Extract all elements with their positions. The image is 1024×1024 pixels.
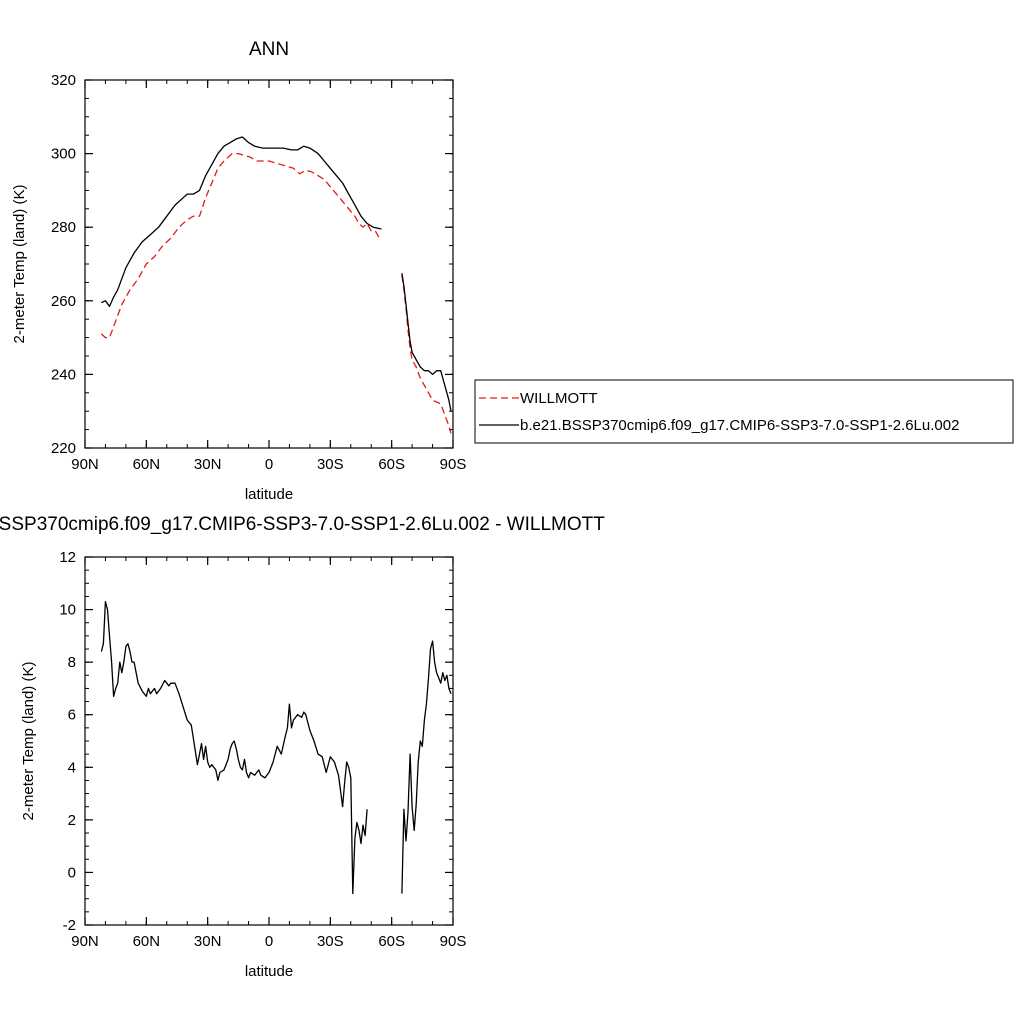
y-tick-label: 280	[51, 219, 76, 236]
legend: WILLMOTT b.e21.BSSP370cmip6.f09_g17.CMIP6…	[474, 379, 1014, 444]
difference-chart-panel: 90N 60N 30N 0 30S 60S 90S -2 0 2 4 6 8 10 12 b.e21.BSSP…	[0, 514, 605, 980]
x-tick-label: 0	[265, 933, 273, 950]
x-tick-label: 60N	[133, 456, 161, 473]
chart-title: b.e21.BSSP370cmip6.f09_g17.CMIP6-SSP3-7.…	[0, 514, 605, 535]
y-tick-label: 220	[51, 440, 76, 457]
x-tick-label: 0	[265, 456, 273, 473]
y-tick-label: 2	[68, 812, 76, 829]
x-tick-label: 60S	[378, 456, 405, 473]
x-tick-label: 60N	[133, 933, 161, 950]
y-tick-label: 10	[59, 602, 76, 619]
x-axis-label: latitude	[245, 963, 293, 980]
y-tick-label: 6	[68, 707, 76, 724]
x-tick-label: 30S	[317, 456, 344, 473]
x-tick-label: 90S	[440, 456, 467, 473]
legend-box	[474, 379, 1014, 444]
x-tick-label: 60S	[378, 933, 405, 950]
y-tick-label: 8	[68, 654, 76, 671]
y-tick-label: -2	[63, 917, 76, 934]
y-tick-label: 0	[68, 864, 76, 881]
x-tick-label: 90N	[71, 456, 99, 473]
y-axis-label: 2-meter Temp (land) (K)	[11, 185, 28, 344]
series-line	[100, 601, 368, 895]
x-tick-label: 90S	[440, 933, 467, 950]
top-chart-panel: 90N 60N 30N 0 30S 60S 90S 220 240 260 280 300 320 ANN…	[11, 39, 466, 503]
series-line	[101, 136, 382, 307]
y-tick-label: 4	[68, 759, 76, 776]
y-axis-label: 2-meter Temp (land) (K)	[20, 662, 37, 821]
y-tick-label: 260	[51, 293, 76, 310]
x-tick-label: 30N	[194, 456, 222, 473]
chart-title: ANN	[249, 39, 289, 60]
x-tick-label: 30N	[194, 933, 222, 950]
y-tick-label: 320	[51, 72, 76, 89]
series-line	[401, 274, 452, 434]
series-line	[100, 152, 380, 339]
x-tick-label: 30S	[317, 933, 344, 950]
x-tick-label: 90N	[71, 933, 99, 950]
series-line	[401, 273, 452, 412]
y-tick-label: 300	[51, 146, 76, 163]
plot-frame	[84, 556, 454, 926]
x-axis-label: latitude	[245, 486, 293, 503]
series-line	[401, 640, 452, 894]
y-tick-label: 12	[59, 549, 76, 566]
legend-entry: b.e21.BSSP370cmip6.f09_g17.CMIP6-SSP3-7.…	[520, 417, 959, 434]
y-tick-label: 240	[51, 366, 76, 383]
legend-entry: WILLMOTT	[520, 390, 598, 407]
plot-frame	[84, 79, 454, 449]
